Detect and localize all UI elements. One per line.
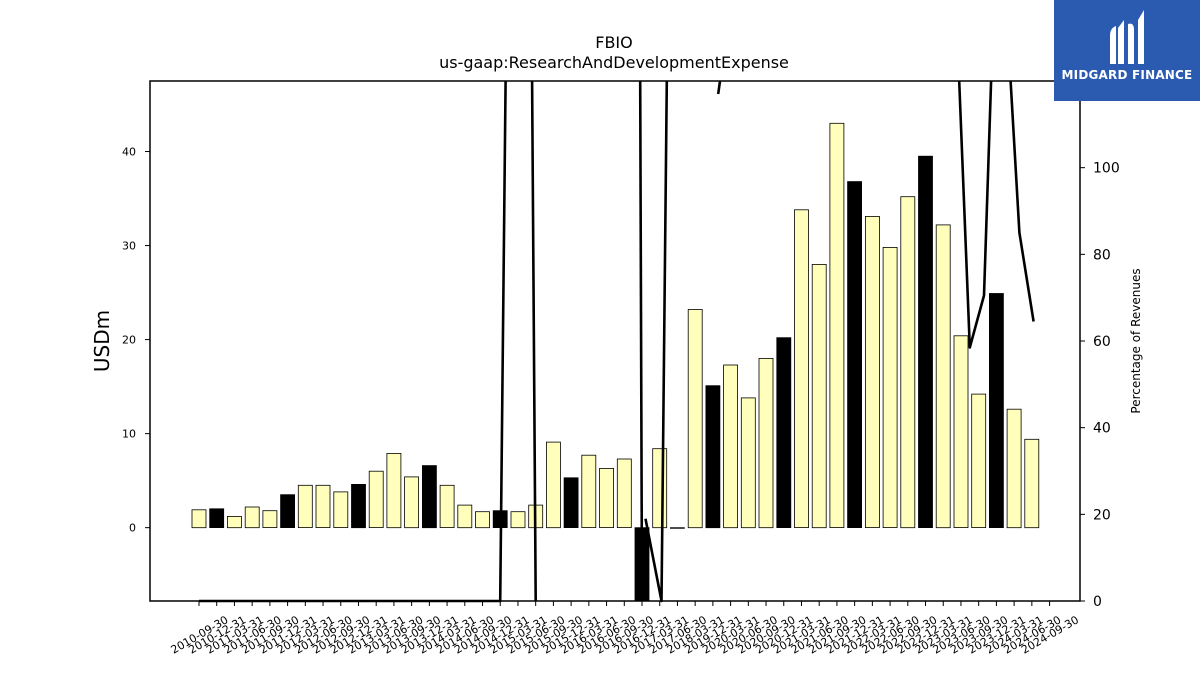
bar-2014-09-30 <box>475 511 490 529</box>
bar-2021-09-30 <box>829 122 845 528</box>
chart-title: FBIO <box>595 33 633 52</box>
bar-2020-06-30 <box>740 397 756 529</box>
bar-2023-06-30 <box>953 335 969 528</box>
y2-tick-label: 20 <box>1093 507 1111 523</box>
bar-2011-09-30 <box>262 510 278 529</box>
bar-2010-09-30 <box>191 509 207 529</box>
y-tick-label: 20 <box>122 334 136 347</box>
bar-2011-12-31 <box>280 494 296 529</box>
bar-2013-06-30 <box>386 452 402 529</box>
bar-2022-09-30 <box>900 196 916 529</box>
bar-2018-03-31 <box>687 309 703 529</box>
bar-2016-06-30 <box>599 467 614 528</box>
bar-2014-06-30 <box>457 504 473 529</box>
bar-2019-12-31 <box>705 385 721 529</box>
bar-2015-09-30 <box>546 441 561 529</box>
y-axis-label: USDm <box>90 310 114 372</box>
bar-2015-12-31 <box>563 477 579 528</box>
brand-logo: MIDGARD FINANCE <box>1054 0 1200 101</box>
percentage-line-segment-5 <box>957 80 993 349</box>
y-tick-label: 0 <box>129 522 136 535</box>
bar-2020-09-30 <box>758 357 774 529</box>
brand-logo-icon <box>1110 10 1144 65</box>
bar-2015-03-31 <box>510 511 526 529</box>
bar-2021-06-30 <box>811 263 827 529</box>
bar-2014-03-31 <box>439 484 455 528</box>
bar-2022-06-30 <box>882 246 898 529</box>
bar-2012-06-30 <box>315 484 331 528</box>
bar-2023-09-30 <box>971 393 987 529</box>
y2-tick-label: 100 <box>1093 161 1120 177</box>
percentage-line-segment-1 <box>530 80 537 602</box>
bar-2024-06-30 <box>1024 438 1040 529</box>
bar-2013-12-31 <box>421 465 437 529</box>
bar-2010-12-31 <box>209 508 225 528</box>
bar-2017-06-30 <box>670 527 685 529</box>
bar-2012-03-31 <box>297 484 313 528</box>
percentage-line-segment-6 <box>1009 80 1035 322</box>
bar-2012-09-30 <box>333 491 349 528</box>
y-tick-label: 40 <box>122 146 136 159</box>
percentage-line-segment-4 <box>716 80 722 95</box>
y2-axis-label: Percentage of Revenues <box>1129 268 1143 413</box>
y2-tick-label: 0 <box>1093 594 1102 610</box>
bars-layer <box>191 122 1040 602</box>
bar-2013-03-31 <box>368 470 384 529</box>
y2-tick-label: 40 <box>1093 421 1111 437</box>
y2-tick-label: 60 <box>1093 334 1111 350</box>
bar-2021-12-31 <box>847 181 862 529</box>
bar-2022-03-31 <box>865 215 880 529</box>
bar-2016-09-30 <box>616 458 632 528</box>
bar-2021-03-31 <box>794 209 809 528</box>
bar-2023-12-31 <box>989 293 1004 529</box>
bar-2011-06-30 <box>244 506 260 529</box>
bar-2013-09-30 <box>404 476 420 529</box>
percentage-line-segment-2 <box>638 80 644 602</box>
bar-2016-03-31 <box>581 454 597 529</box>
bar-2024-03-31 <box>1006 408 1022 529</box>
bar-2023-03-31 <box>935 224 951 529</box>
bar-2020-03-31 <box>723 364 738 529</box>
plot-frame <box>149 80 1081 602</box>
bar-2011-03-31 <box>226 516 242 529</box>
y2-tick-label: 80 <box>1093 247 1111 263</box>
bar-2017-03-31 <box>652 448 668 529</box>
brand-name: MIDGARD FINANCE <box>1061 68 1193 82</box>
y-tick-label: 30 <box>122 240 136 253</box>
chart-subtitle: us-gaap:ResearchAndDevelopmentExpense <box>439 53 789 72</box>
bar-2022-12-31 <box>918 155 933 528</box>
ticks-layer: 0102030400204060801002010-09-302010-12-3… <box>122 146 1120 657</box>
bar-2012-12-31 <box>351 483 366 529</box>
y-tick-label: 10 <box>122 428 136 441</box>
bar-2020-12-31 <box>776 337 792 529</box>
